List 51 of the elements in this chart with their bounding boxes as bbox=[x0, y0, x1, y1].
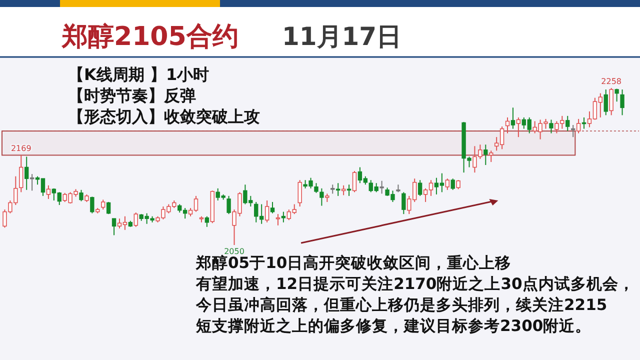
candlestick bbox=[510, 107, 516, 130]
candlestick bbox=[101, 199, 106, 210]
candlestick bbox=[134, 212, 138, 228]
candlestick bbox=[314, 182, 318, 194]
candlestick bbox=[46, 184, 51, 200]
candlestick bbox=[380, 180, 384, 194]
annotation: 【形态切入】收敛突破上攻 bbox=[68, 107, 260, 126]
candlestick bbox=[418, 180, 422, 196]
candlestick bbox=[566, 115, 570, 132]
candlestick bbox=[19, 154, 24, 193]
candlestick bbox=[402, 192, 406, 215]
candlestick bbox=[341, 184, 346, 196]
candlestick bbox=[489, 150, 494, 162]
candlestick bbox=[549, 119, 554, 134]
candlestick bbox=[604, 89, 608, 116]
candlestick bbox=[445, 178, 450, 190]
candlestick bbox=[106, 201, 111, 215]
candlestick bbox=[330, 184, 335, 194]
candlestick bbox=[79, 189, 84, 202]
text: 今日虽冲高回落，但重心上移仍是多头排列，续关注2215 bbox=[195, 295, 608, 314]
chart-title: 郑醇2105合约 bbox=[61, 22, 238, 52]
text: 短支撑附近之上的偏多修复，建议目标参考2300附近。 bbox=[195, 317, 592, 335]
text: 郑醇05于10日高开突破收敛区间，重心上移 bbox=[195, 253, 512, 272]
candlestick bbox=[204, 216, 210, 228]
candlestick bbox=[505, 116, 510, 134]
annotation: 2050 bbox=[224, 247, 244, 256]
candlestick bbox=[456, 180, 460, 190]
text: 【K线周期 】1小时 bbox=[68, 65, 210, 84]
candlestick bbox=[484, 144, 488, 166]
candlestick bbox=[576, 118, 581, 134]
candlestick bbox=[516, 116, 521, 138]
candlestick bbox=[226, 195, 231, 215]
chart-subtitle: 11月17日 bbox=[282, 22, 402, 51]
candlestick bbox=[609, 88, 614, 116]
candlestick bbox=[352, 170, 357, 193]
text: 有望加速，12日提示可关注2170附近之上30点内试多机会， bbox=[195, 275, 634, 293]
candlestick bbox=[90, 196, 94, 214]
candlestick bbox=[24, 156, 29, 190]
annotation: 2258 bbox=[601, 77, 622, 86]
candlestick bbox=[320, 188, 324, 206]
candlestick bbox=[450, 178, 455, 190]
candlestick bbox=[264, 200, 270, 223]
candlestick bbox=[346, 184, 352, 196]
candlestick bbox=[270, 201, 275, 214]
candlestick bbox=[614, 88, 619, 102]
annotation: 2169 bbox=[10, 144, 32, 154]
candlestick bbox=[620, 89, 624, 116]
candlestick bbox=[298, 180, 302, 208]
annotation: 【时势节奏】反弹 bbox=[68, 86, 196, 105]
candlestick bbox=[336, 182, 340, 196]
candlestick bbox=[112, 218, 116, 236]
